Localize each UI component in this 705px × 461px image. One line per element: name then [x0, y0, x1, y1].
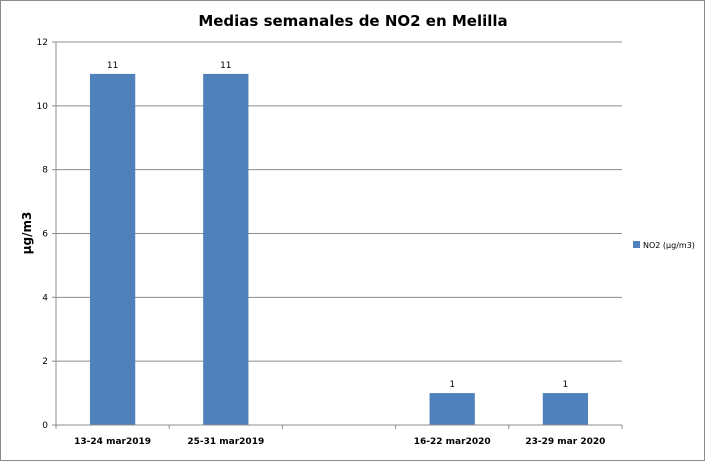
- bar: [542, 393, 589, 425]
- chart-title: Medias semanales de NO2 en Melilla: [198, 12, 507, 30]
- x-tick-label: 16-22 mar2020: [414, 437, 491, 447]
- axes: [52, 41, 623, 429]
- gridlines: [56, 41, 622, 362]
- bar: [429, 393, 475, 425]
- y-axis-label: µg/m3: [20, 212, 34, 255]
- x-tick-label: 25-31 mar2019: [187, 437, 264, 447]
- data-label: 11: [220, 61, 231, 71]
- legend-swatch: [633, 241, 640, 248]
- legend-label: NO2 (µg/m3): [643, 241, 695, 250]
- bar: [203, 73, 249, 426]
- legend: NO2 (µg/m3): [633, 241, 695, 250]
- data-label: 11: [107, 61, 118, 71]
- y-tick-label: 4: [42, 293, 48, 303]
- data-label: 1: [449, 380, 455, 390]
- y-tick-label: 6: [42, 230, 48, 240]
- y-tick-label: 12: [37, 38, 48, 48]
- y-tick-label: 0: [42, 421, 48, 431]
- bar: [89, 73, 136, 426]
- x-tick-label: 13-24 mar2019: [74, 437, 151, 447]
- data-label: 1: [563, 380, 569, 390]
- x-tick-label: 23-29 mar 2020: [525, 437, 605, 447]
- y-tick-label: 8: [42, 166, 48, 176]
- bars: [89, 73, 589, 426]
- y-tick-label: 2: [42, 357, 48, 367]
- y-tick-label: 10: [37, 102, 49, 112]
